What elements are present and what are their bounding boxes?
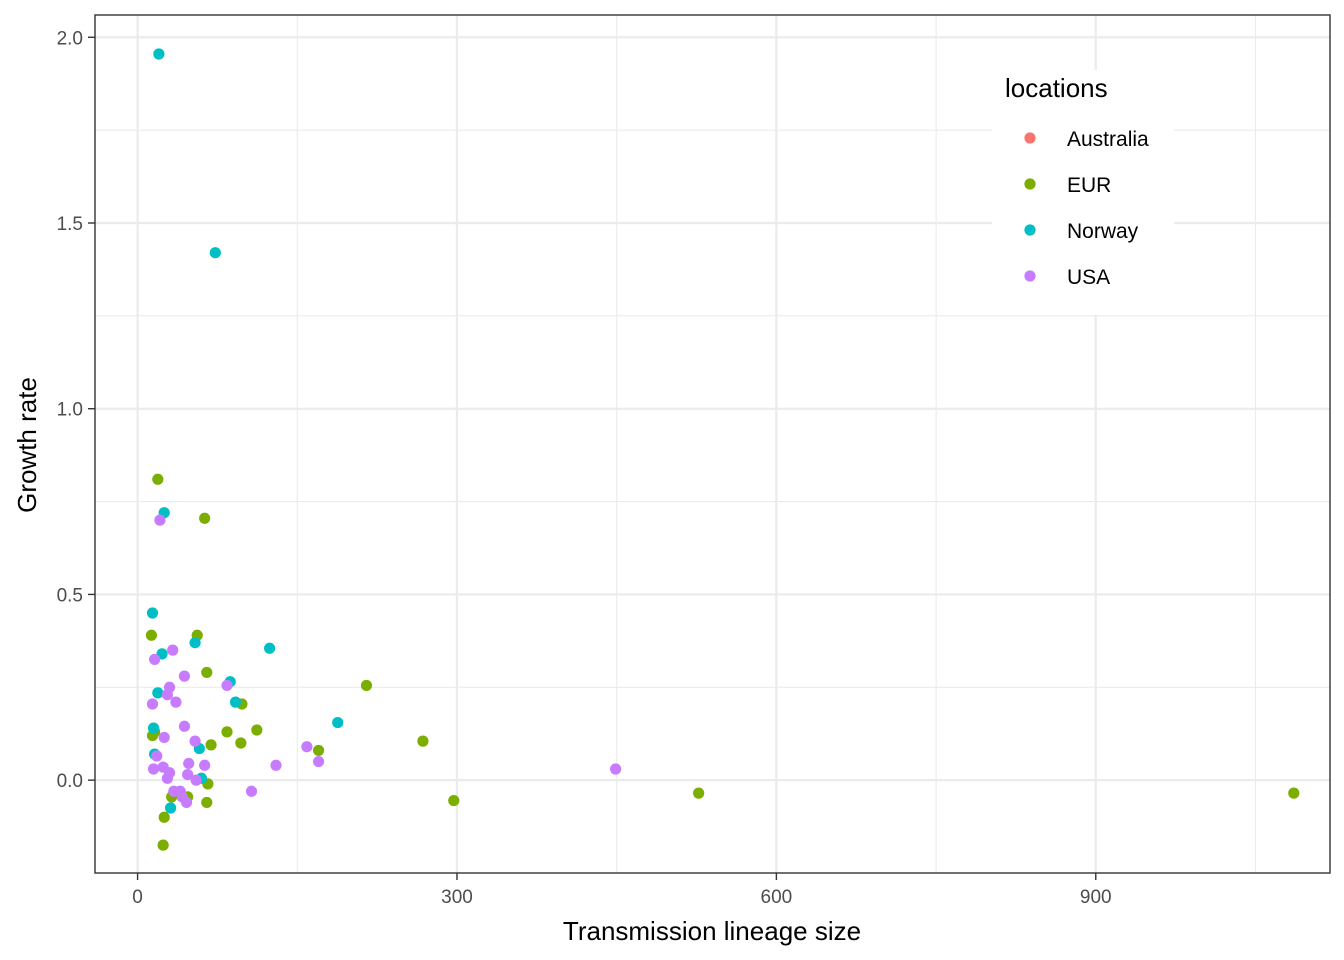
y-tick-label: 0.5: [57, 585, 83, 606]
legend-key: [1024, 270, 1036, 282]
data-point: [149, 653, 161, 666]
data-point: [693, 787, 705, 799]
data-point: [154, 514, 166, 526]
y-tick-label: 1.5: [57, 214, 83, 235]
data-point: [229, 696, 242, 708]
legend-label: USA: [1067, 266, 1110, 289]
y-tick-label: 0.0: [57, 771, 83, 792]
data-points: [145, 48, 1300, 851]
x-axis: 0 300 600 900: [132, 873, 1112, 908]
data-point: [180, 796, 193, 809]
data-point: [189, 735, 201, 747]
data-point: [152, 687, 164, 699]
data-point: [209, 247, 221, 259]
data-point: [178, 720, 191, 732]
data-point: [332, 716, 344, 729]
y-axis-title: Growth rate: [12, 377, 42, 513]
data-point: [221, 726, 233, 738]
x-tick-label: 900: [1080, 887, 1112, 908]
data-point: [178, 670, 191, 682]
data-point: [147, 722, 160, 734]
y-tick-label: 2.0: [57, 28, 83, 49]
plot-panel-border: [94, 14, 1331, 874]
data-point: [147, 763, 160, 775]
data-point: [164, 802, 177, 814]
data-point: [301, 741, 313, 753]
data-point: [245, 785, 258, 797]
data-point: [152, 473, 164, 485]
data-point: [201, 666, 213, 679]
x-axis-title: Transmission lineage size: [563, 916, 861, 946]
data-point: [157, 839, 169, 851]
data-point: [182, 768, 194, 781]
data-point: [201, 796, 213, 809]
data-point: [270, 759, 282, 771]
legend-entries: Australia EUR Norway USA: [1024, 128, 1149, 289]
data-point: [1288, 787, 1300, 799]
legend-label: EUR: [1067, 174, 1111, 197]
data-point: [158, 731, 170, 744]
data-point: [251, 724, 263, 736]
data-point: [146, 607, 159, 619]
data-point: [167, 644, 179, 656]
data-point: [161, 772, 173, 784]
legend-key: [1024, 178, 1036, 190]
data-point: [264, 642, 276, 654]
data-point: [417, 735, 429, 747]
data-point: [146, 698, 159, 710]
legend-label: Australia: [1067, 128, 1149, 151]
data-point: [312, 755, 325, 768]
y-axis: 0.0 0.5 1.0 1.5 2.0: [57, 28, 95, 792]
x-tick-label: 0: [132, 887, 143, 908]
y-tick-label: 1.0: [57, 400, 83, 421]
data-point: [205, 739, 217, 751]
data-point: [199, 759, 211, 771]
legend-title: locations: [1005, 73, 1108, 103]
x-tick-label: 600: [761, 887, 793, 908]
data-point: [312, 744, 325, 757]
data-point: [161, 689, 173, 701]
data-point: [221, 679, 233, 692]
data-point: [190, 774, 202, 786]
data-point: [235, 737, 247, 749]
data-point: [145, 629, 158, 641]
x-tick-label: 300: [441, 887, 473, 908]
data-point: [153, 48, 165, 60]
legend-key: [1024, 132, 1036, 144]
legend-label: Norway: [1067, 220, 1139, 243]
data-point: [170, 696, 182, 708]
data-point: [360, 679, 373, 692]
data-point: [158, 811, 170, 823]
legend-key: [1024, 224, 1036, 236]
data-point: [199, 512, 211, 524]
data-point: [183, 757, 195, 770]
data-point: [448, 794, 460, 807]
data-point: [151, 750, 163, 762]
data-point: [189, 637, 201, 649]
legend-background: [992, 70, 1174, 315]
legend: locations Australia EUR Norway USA: [992, 70, 1174, 315]
data-point: [610, 763, 622, 775]
